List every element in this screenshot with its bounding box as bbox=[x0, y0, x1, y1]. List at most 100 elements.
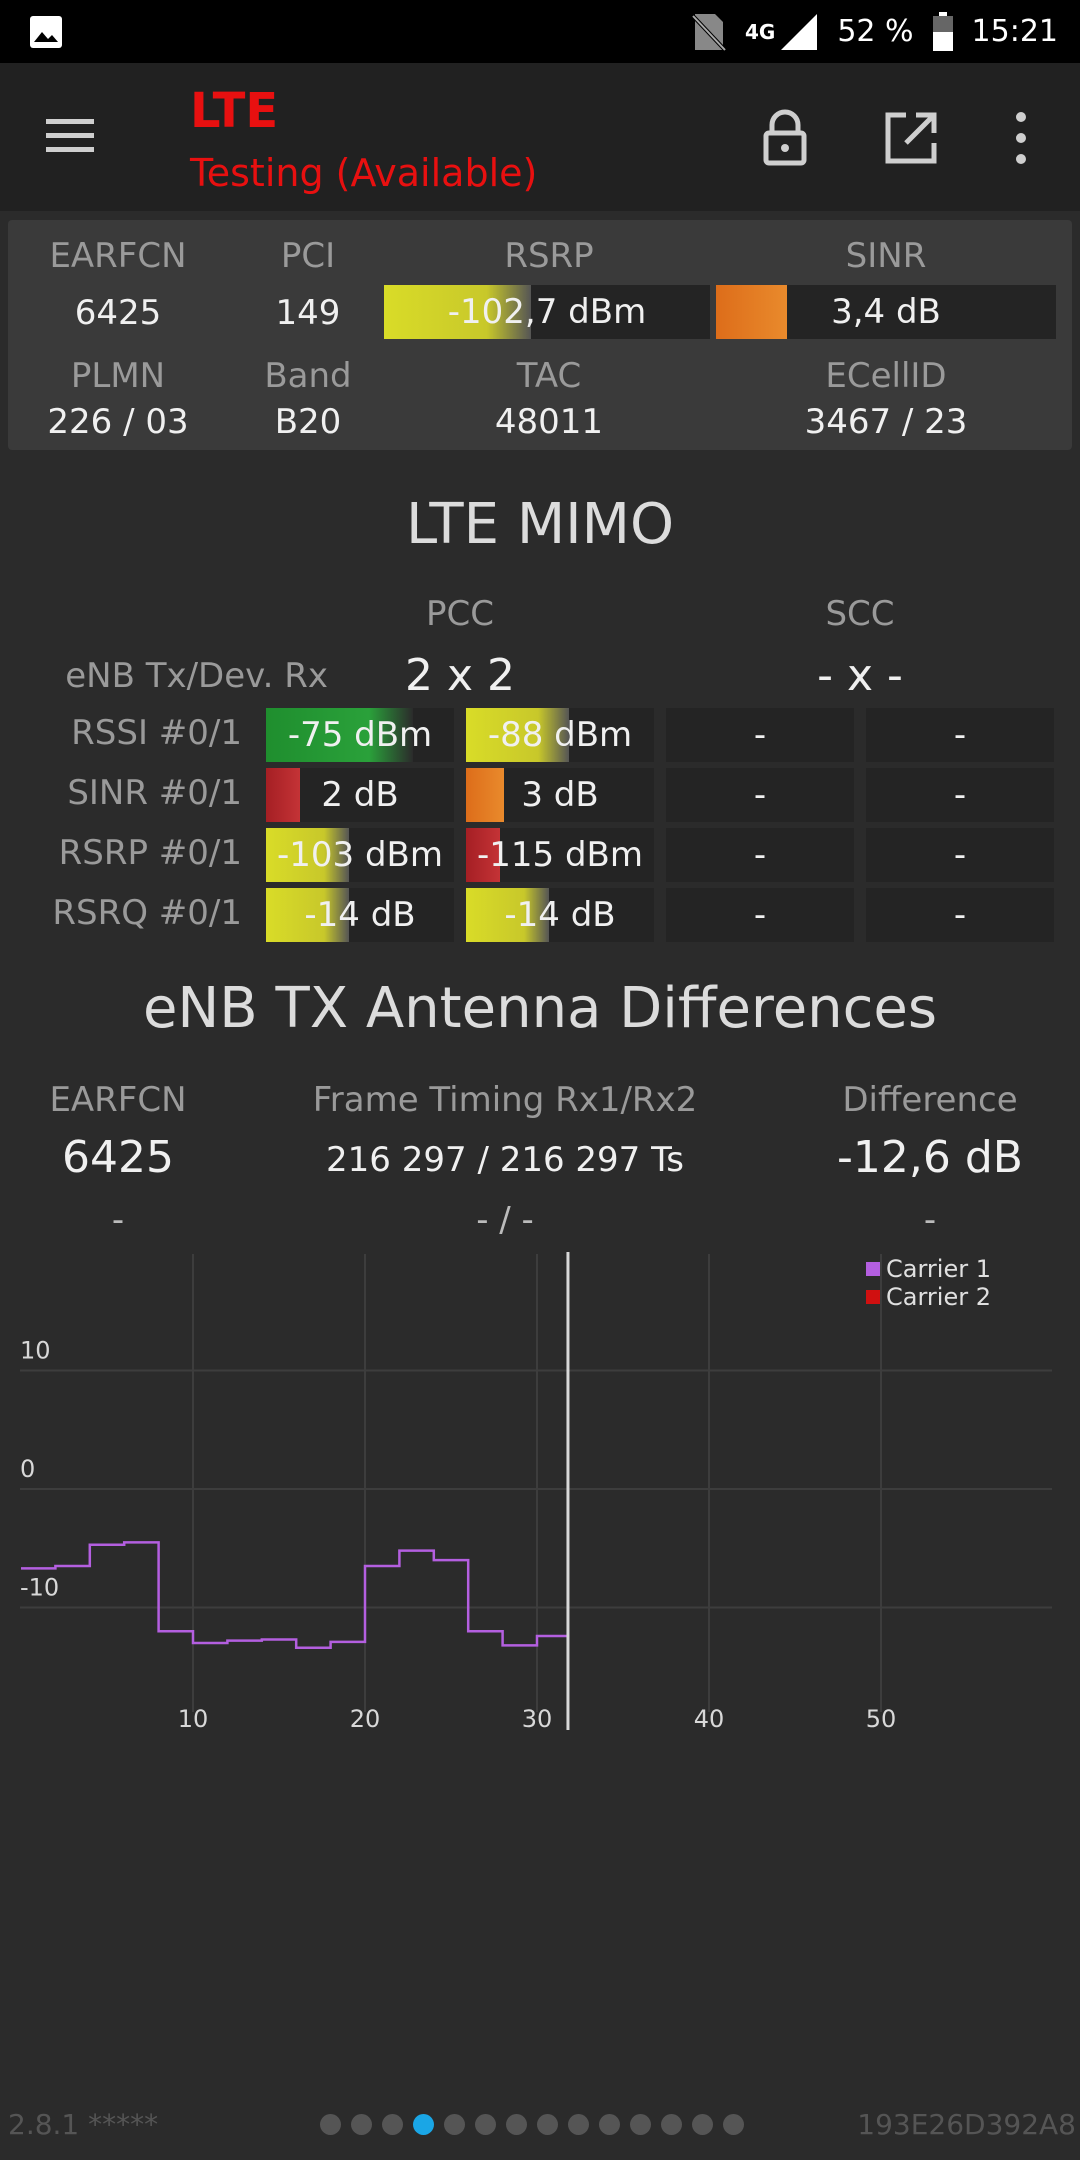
sinr-pcc-1-fill bbox=[466, 768, 504, 822]
rsrp-bar: -102,7 dBm bbox=[384, 285, 710, 339]
x-tick-label: 20 bbox=[350, 1705, 381, 1733]
rssi-pcc-1: -88 dBm bbox=[466, 708, 654, 762]
device-id: 193E26D392A8 bbox=[857, 2108, 1076, 2141]
lock-icon[interactable] bbox=[750, 103, 820, 173]
no-sim-icon bbox=[691, 13, 727, 51]
rsrq-scc-0-value: - bbox=[753, 895, 767, 935]
rsrq-pcc-1-fill bbox=[466, 888, 549, 942]
more-options-icon[interactable] bbox=[986, 103, 1056, 173]
app-bar: LTE Testing (Available) bbox=[0, 63, 1080, 211]
page-dot[interactable] bbox=[661, 2114, 682, 2135]
page-dot[interactable] bbox=[444, 2114, 465, 2135]
hamburger-menu-icon[interactable] bbox=[40, 111, 100, 161]
rsrq-scc-1-value: - bbox=[953, 895, 967, 935]
legend-label-carrier-1: Carrier 1 bbox=[886, 1255, 991, 1283]
rssi-scc-0-value: - bbox=[753, 715, 767, 755]
rsrq-row-label: RSRQ #0/1 bbox=[52, 893, 242, 933]
page-dot[interactable] bbox=[475, 2114, 496, 2135]
rssi-scc-1-value: - bbox=[953, 715, 967, 755]
plmn-label: PLMN bbox=[70, 356, 166, 396]
sinr-pcc-1-value: 3 dB bbox=[521, 775, 599, 815]
rsrp-scc-0: - bbox=[666, 828, 854, 882]
page-dot[interactable] bbox=[351, 2114, 372, 2135]
page-dot[interactable] bbox=[692, 2114, 713, 2135]
rsrp-pcc-0-fill bbox=[266, 828, 349, 882]
rsrp-scc-1: - bbox=[866, 828, 1054, 882]
cell-info-panel: EARFCN PCI RSRP SINR 6425 149 -102,7 dBm… bbox=[8, 220, 1072, 450]
rsrq-pcc-0: -14 dB bbox=[266, 888, 454, 942]
page-indicator[interactable] bbox=[320, 2114, 744, 2135]
rsrp-pcc-1-fill bbox=[466, 828, 500, 882]
open-external-icon[interactable] bbox=[876, 103, 946, 173]
legend-swatch-carrier-2 bbox=[866, 1290, 880, 1304]
legend-swatch-carrier-1 bbox=[866, 1262, 880, 1276]
timing-secondary: - / - bbox=[476, 1200, 534, 1240]
antenna-earfcn-label: EARFCN bbox=[49, 1080, 187, 1120]
plmn-value: 226 / 03 bbox=[47, 402, 189, 442]
tac-label: TAC bbox=[516, 356, 582, 396]
sinr-pcc-0-value: 2 dB bbox=[321, 775, 399, 815]
page-dot[interactable] bbox=[723, 2114, 744, 2135]
sinr-pcc-1: 3 dB bbox=[466, 768, 654, 822]
x-tick-label: 30 bbox=[522, 1705, 553, 1733]
rsrp-label: RSRP bbox=[504, 236, 594, 276]
x-tick-label: 10 bbox=[178, 1705, 209, 1733]
earfcn-value: 6425 bbox=[74, 293, 162, 333]
rsrp-value: -102,7 dBm bbox=[447, 292, 647, 332]
y-tick-label: 10 bbox=[20, 1337, 51, 1365]
sinr-row-label: SINR #0/1 bbox=[67, 773, 242, 813]
battery-percent: 52 % bbox=[837, 14, 914, 49]
sinr-value: 3,4 dB bbox=[831, 292, 941, 332]
page-dot[interactable] bbox=[382, 2114, 403, 2135]
sinr-pcc-0: 2 dB bbox=[266, 768, 454, 822]
sinr-bar-fill bbox=[716, 285, 788, 339]
band-value: B20 bbox=[274, 402, 342, 442]
chart-legend: Carrier 1 Carrier 2 bbox=[866, 1255, 991, 1311]
page-dot[interactable] bbox=[599, 2114, 620, 2135]
pcc-label: PCC bbox=[426, 594, 494, 634]
clock: 15:21 bbox=[971, 14, 1058, 49]
page-dot[interactable] bbox=[537, 2114, 558, 2135]
signal-icon bbox=[781, 13, 818, 50]
rssi-pcc-0: -75 dBm bbox=[266, 708, 454, 762]
rssi-pcc-1-value: -88 dBm bbox=[487, 715, 633, 755]
sinr-scc-1-value: - bbox=[953, 775, 967, 815]
rsrp-scc-0-value: - bbox=[753, 835, 767, 875]
sinr-scc-1: - bbox=[866, 768, 1054, 822]
page-dot[interactable] bbox=[506, 2114, 527, 2135]
rsrp-pcc-1-value: -115 dBm bbox=[477, 835, 643, 875]
rsrq-scc-0: - bbox=[666, 888, 854, 942]
rssi-scc-0: - bbox=[666, 708, 854, 762]
page-dot[interactable] bbox=[413, 2114, 434, 2135]
rsrp-pcc-1: -115 dBm bbox=[466, 828, 654, 882]
sinr-label: SINR bbox=[845, 236, 927, 276]
tx-rx-label: eNB Tx/Dev. Rx bbox=[65, 656, 328, 696]
app-version: 2.8.1 ***** bbox=[8, 2108, 159, 2141]
rsrp-row-label: RSRP #0/1 bbox=[58, 833, 242, 873]
status-bar: 4G 52 % 15:21 bbox=[0, 0, 1080, 63]
page-dot[interactable] bbox=[568, 2114, 589, 2135]
page-dot[interactable] bbox=[630, 2114, 651, 2135]
rsrp-bar-fill bbox=[384, 285, 531, 339]
rsrq-pcc-0-value: -14 dB bbox=[304, 895, 416, 935]
network-type-label: 4G bbox=[744, 19, 776, 44]
series-line-carrier-1 bbox=[21, 1541, 570, 1650]
rsrp-pcc-0-value: -103 dBm bbox=[277, 835, 443, 875]
sinr-scc-0-value: - bbox=[753, 775, 767, 815]
rssi-row-label: RSSI #0/1 bbox=[71, 713, 242, 753]
battery-icon bbox=[932, 11, 953, 51]
pci-value: 149 bbox=[275, 293, 341, 333]
y-tick-label: -10 bbox=[20, 1574, 59, 1602]
pci-label: PCI bbox=[280, 236, 336, 276]
scc-tx-value: - x - bbox=[817, 650, 903, 701]
y-tick-label: 0 bbox=[20, 1455, 35, 1483]
page-dot[interactable] bbox=[320, 2114, 341, 2135]
difference-value: -12,6 dB bbox=[837, 1132, 1023, 1183]
rssi-pcc-0-fill bbox=[266, 708, 413, 762]
earfcn-label: EARFCN bbox=[49, 236, 187, 276]
ecellid-label: ECellID bbox=[825, 356, 947, 396]
rsrq-scc-1: - bbox=[866, 888, 1054, 942]
mimo-title: LTE MIMO bbox=[405, 492, 675, 557]
sinr-pcc-0-fill bbox=[266, 768, 300, 822]
tac-value: 48011 bbox=[494, 402, 604, 442]
